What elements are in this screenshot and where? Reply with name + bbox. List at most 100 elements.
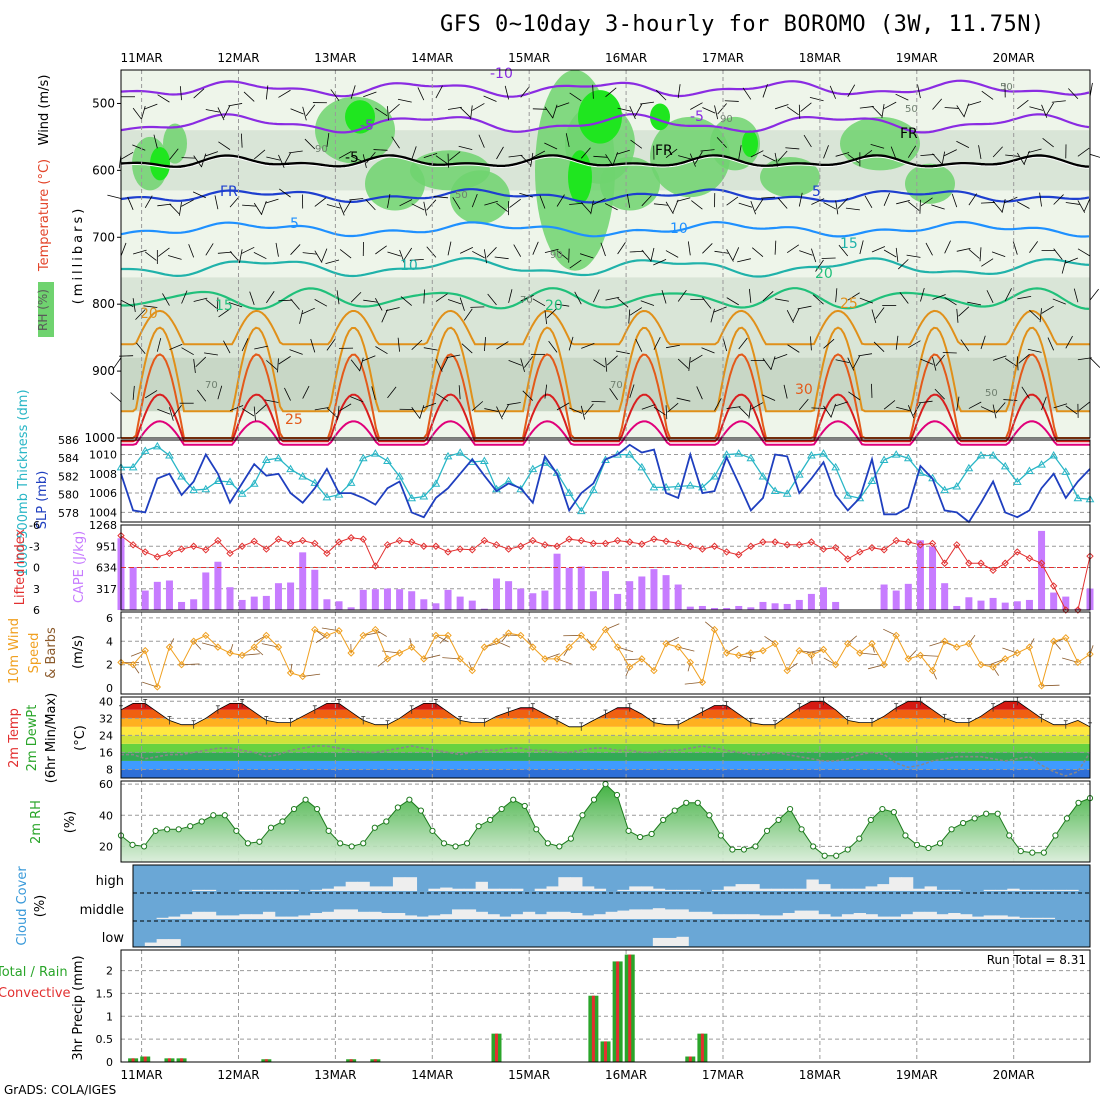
wind-speed-point <box>880 661 888 669</box>
wind-barb <box>600 242 606 257</box>
wind-speed-point <box>1049 637 1058 645</box>
top-date-label: 18MAR <box>799 51 841 65</box>
top-date-label: 16MAR <box>605 51 647 65</box>
cape-tick-label: 317 <box>96 583 117 596</box>
cloud-middle-cell <box>889 916 902 919</box>
cape-bar <box>953 605 961 610</box>
wind-speed-point <box>771 639 779 648</box>
rh2m-point <box>913 841 921 848</box>
dewpt-axis-label: 2m DewPt <box>25 705 40 772</box>
wind-barb <box>635 338 643 352</box>
rh2m-point <box>810 843 817 850</box>
cloud-high-cell <box>203 889 217 891</box>
wind-frame <box>120 611 1091 695</box>
cape-bar <box>335 601 343 610</box>
cloud-middle-cell <box>298 915 311 919</box>
wind-barb <box>127 196 134 210</box>
wind-barb <box>737 258 751 263</box>
precip-convective-bar <box>373 1059 377 1062</box>
li-axis-label: Lifted Index <box>13 528 28 605</box>
temp-color-band <box>121 735 1090 744</box>
cape-bar <box>686 606 694 610</box>
wind-speed-point <box>517 631 525 640</box>
rh-contour-label: 50 <box>1000 82 1013 93</box>
wind-speed-point <box>613 643 622 651</box>
cloud-high-cell <box>570 877 583 891</box>
wind-barb <box>569 92 582 102</box>
wind-barb <box>241 338 249 352</box>
wind-barb <box>426 199 437 211</box>
wind-barb <box>284 387 291 401</box>
wind-barb <box>240 133 243 148</box>
wind-barb <box>617 297 629 308</box>
wind-speed-point <box>492 637 501 645</box>
rh2m-point <box>175 826 182 833</box>
wind-barb <box>156 338 162 352</box>
wind-speed-point <box>807 651 816 660</box>
rh2m-point <box>1017 847 1024 855</box>
wind-barb <box>847 357 855 371</box>
rh-contour-label: 70 <box>520 295 533 306</box>
cloud-high-cell <box>239 889 252 891</box>
wind-barb <box>193 88 205 99</box>
wind-barb <box>1042 138 1054 148</box>
wind-barb <box>852 355 861 369</box>
isotherm-label: -5 <box>690 109 704 125</box>
li-point <box>504 545 513 553</box>
precip-tick-label: 0 <box>106 1056 113 1069</box>
wind-barb <box>387 193 391 208</box>
cloud-middle-cell <box>558 911 571 919</box>
wind-speed-point <box>177 661 186 669</box>
cape-bar <box>274 583 282 610</box>
isotherm-label: 5 <box>812 184 821 200</box>
precip-axis-label: 3hr Precip (mm) <box>71 955 86 1060</box>
cape-bar <box>323 599 331 610</box>
wind-barb <box>253 406 256 421</box>
cloud-middle-cell <box>865 914 878 919</box>
wind-barb <box>249 291 255 305</box>
rh2m-point <box>337 840 344 847</box>
wind-barb <box>870 144 885 149</box>
cape-bar <box>904 583 912 610</box>
wind-barb <box>278 89 291 98</box>
rh2m-point <box>198 818 205 825</box>
wind-speed-point <box>650 666 658 675</box>
wind-barb <box>580 405 586 420</box>
wind-barb <box>579 253 594 259</box>
cloud-low-cell <box>652 937 666 946</box>
wind-barb <box>726 297 739 306</box>
wind-barb <box>524 356 534 368</box>
cape-bar <box>165 580 173 610</box>
wind-barb <box>363 91 377 98</box>
wind-barb <box>800 102 812 112</box>
pressure-tick-label: 800 <box>92 297 115 311</box>
wind-barb <box>968 401 982 409</box>
thickness-tick-label: 586 <box>58 434 79 447</box>
cape-bar <box>602 571 609 610</box>
wind-barb <box>1027 148 1042 153</box>
wind-barb <box>661 290 667 304</box>
wind-barb <box>859 240 864 255</box>
li-point <box>638 540 646 548</box>
wind-barb <box>144 251 157 261</box>
rh-contour-label: 70 <box>610 380 623 391</box>
cloud-background <box>133 865 1090 947</box>
wind-barb <box>397 98 412 103</box>
wind-barb <box>496 146 504 160</box>
wind-speed-point <box>722 649 731 657</box>
thickness-point <box>383 456 392 464</box>
wind-barb <box>375 245 387 255</box>
li-point <box>747 542 755 550</box>
wind-barb <box>762 394 776 401</box>
wind-barb <box>920 154 935 157</box>
wind-barb <box>223 340 231 354</box>
wind-barb <box>786 244 800 253</box>
wind-barb <box>218 141 231 150</box>
wind-barb <box>544 384 548 399</box>
wind-barb <box>399 199 413 207</box>
wind-barb <box>193 297 208 302</box>
cloud-middle-cell <box>629 909 642 919</box>
wind-barb <box>810 336 812 351</box>
rh2m-point <box>637 833 644 841</box>
